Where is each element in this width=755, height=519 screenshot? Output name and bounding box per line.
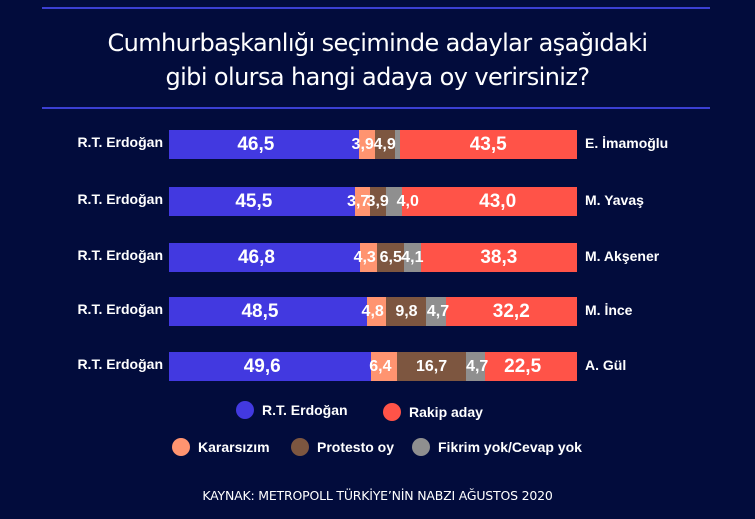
legend-dot-kararsizim-icon (172, 438, 190, 456)
legend-item-fikrim-yok: Fikrim yok/Cevap yok (412, 438, 582, 456)
segment-value-label: 4,8 (361, 302, 384, 320)
segment-value-label: 49,6 (243, 355, 281, 377)
segment-value-label: 43,0 (479, 190, 517, 212)
bar-segment-kararsizim: 3,9 (352, 130, 375, 159)
bar-segment-protesto: 6,5 (377, 243, 404, 272)
bar-segment-erdogan: 48,5 (169, 297, 367, 326)
stacked-bar: 49,6 6,4 16,7 4,7 22,5 (169, 352, 577, 381)
bar-segment-erdogan: 46,5 (169, 130, 359, 159)
legend-label: Protesto oy (317, 439, 395, 455)
bar-segment-fikrim-yok: 4,0 (385, 187, 419, 216)
chart-row: R.T. Erdoğan 49,6 6,4 16,7 4,7 22,5 A. Gül (0, 352, 755, 381)
bar-segment-kararsizim: 6,4 (369, 352, 398, 381)
segment-value-label: 22,5 (504, 355, 542, 377)
legend-label: R.T. Erdoğan (262, 402, 348, 418)
chart-row: R.T. Erdoğan 46,8 4,3 6,5 4,1 38,3 M. Akşener (0, 243, 755, 272)
right-candidate-label: E. İmamoğlu (585, 135, 669, 151)
segment-value-label: 48,5 (241, 300, 279, 322)
segment-value-label: 46,8 (237, 246, 275, 268)
right-candidate-label: A. Gül (585, 357, 627, 373)
segment-value-label: 4,9 (373, 135, 396, 153)
segment-value-label: 45,5 (235, 190, 273, 212)
segment-value-label: 3,7 (347, 192, 370, 210)
segment-value-label: 32,2 (492, 300, 530, 322)
segment-value-label: 3,9 (351, 135, 374, 153)
segment-value-label: 4,0 (396, 192, 419, 210)
segment-value-label: 6,5 (379, 248, 402, 266)
title-line-2: gibi olursa hangi adaya oy verirsiniz? (165, 63, 590, 91)
legend-dot-erdogan-icon (236, 401, 254, 419)
bar-segment-rakip: 32,2 (445, 297, 577, 326)
left-candidate-label: R.T. Erdoğan (77, 356, 163, 372)
chart-row: R.T. Erdoğan 46,5 3,9 4,9 43,5 E. İmamoğlu (0, 130, 755, 159)
legend-dot-rakip-icon (383, 403, 401, 421)
legend-item-rakip: Rakip aday (383, 403, 483, 421)
bottom-rule (42, 107, 710, 109)
stacked-bar: 46,5 3,9 4,9 43,5 (169, 130, 577, 159)
bar-segment-erdogan: 46,8 (169, 243, 360, 272)
segment-value-label: 4,7 (426, 302, 450, 320)
bar-segment-kararsizim: 4,8 (362, 297, 387, 326)
top-rule (42, 7, 710, 9)
title-line-1: Cumhurbaşkanlığı seçiminde adaylar aşağı… (107, 29, 648, 57)
segment-value-label: 4,7 (466, 357, 489, 375)
stacked-bar: 48,5 4,8 9,8 4,7 32,2 (169, 297, 577, 326)
bar-segment-protesto: 4,9 (373, 130, 396, 159)
legend-item-erdogan: R.T. Erdoğan (236, 401, 348, 419)
bar-segment-erdogan: 49,6 (169, 352, 372, 381)
bar-segment-rakip: 43,0 (401, 187, 578, 216)
left-candidate-label: R.T. Erdoğan (77, 191, 163, 207)
stacked-bar: 46,8 4,3 6,5 4,1 38,3 (169, 243, 577, 272)
chart-title: Cumhurbaşkanlığı seçiminde adaylar aşağı… (0, 26, 755, 94)
segment-value-label: 38,3 (480, 246, 518, 268)
right-candidate-label: M. İnce (585, 302, 633, 318)
legend-label: Rakip aday (409, 404, 483, 420)
bar-segment-kararsizim: 3,7 (347, 187, 370, 216)
segment-value-label: 43,5 (469, 133, 507, 155)
legend-label: Fikrim yok/Cevap yok (438, 439, 582, 455)
segment-value-label: 4,3 (353, 248, 376, 266)
bar-segment-fikrim-yok: 4,7 (426, 297, 449, 326)
segment-value-label: 9,8 (395, 302, 418, 320)
source-note: KAYNAK: METROPOLL TÜRKİYE’NİN NABZI AĞUS… (202, 488, 553, 503)
bar-segment-kararsizim: 4,3 (354, 243, 378, 272)
legend-dot-fikrim-yok-icon (412, 438, 430, 456)
left-candidate-label: R.T. Erdoğan (77, 301, 163, 317)
left-candidate-label: R.T. Erdoğan (77, 247, 163, 263)
bar-segment-fikrim-yok: 4,1 (401, 243, 424, 272)
chart-row: R.T. Erdoğan 48,5 4,8 9,8 4,7 32,2 M. İnce (0, 297, 755, 326)
right-candidate-label: M. Yavaş (585, 192, 644, 208)
segment-value-label: 4,1 (401, 248, 424, 266)
bar-segment-protesto: 9,8 (386, 297, 427, 326)
segment-value-label: 3,9 (366, 192, 389, 210)
legend-item-kararsizim: Kararsızım (172, 438, 270, 456)
stacked-bar: 45,5 3,7 3,9 4,0 43,0 (169, 187, 578, 216)
legend-label: Kararsızım (198, 439, 270, 455)
segment-value-label: 6,4 (369, 357, 392, 375)
bar-segment-erdogan: 45,5 (169, 187, 355, 216)
legend-item-protesto: Protesto oy (291, 438, 394, 456)
bar-segment-rakip: 38,3 (420, 243, 577, 272)
bar-segment-rakip: 22,5 (484, 352, 577, 381)
bar-segment-fikrim-yok: 4,7 (465, 352, 489, 381)
legend-dot-protesto-icon (291, 438, 309, 456)
bar-segment-protesto: 3,9 (366, 187, 389, 216)
chart-row: R.T. Erdoğan 45,5 3,7 3,9 4,0 43,0 M. Yavaş (0, 187, 755, 216)
bar-segment-fikrim-yok (394, 130, 400, 159)
bar-segment-protesto: 16,7 (397, 352, 466, 381)
right-candidate-label: M. Akşener (585, 248, 660, 264)
bar-segment-rakip: 43,5 (399, 130, 577, 159)
segment-value-label: 46,5 (237, 133, 275, 155)
segment-value-label: 16,7 (415, 357, 448, 375)
left-candidate-label: R.T. Erdoğan (77, 134, 163, 150)
